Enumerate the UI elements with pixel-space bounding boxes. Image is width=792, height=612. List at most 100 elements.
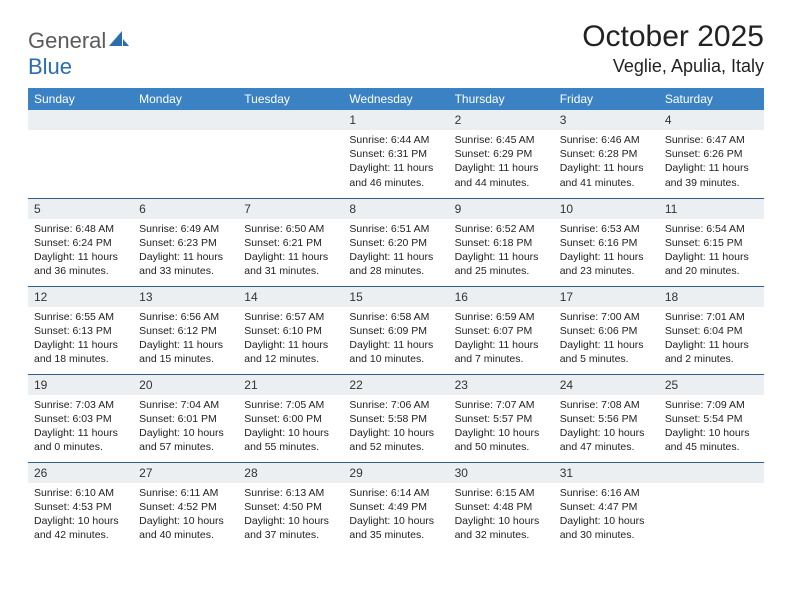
day-info: Sunrise: 6:54 AMSunset: 6:15 PMDaylight:… [659,219,764,285]
calendar-cell: 26Sunrise: 6:10 AMSunset: 4:53 PMDayligh… [28,462,133,550]
sunset-text: Sunset: 6:03 PM [34,412,127,426]
day-info: Sunrise: 7:05 AMSunset: 6:00 PMDaylight:… [238,395,343,461]
daylight-text: Daylight: 10 hours and 52 minutes. [349,426,442,454]
calendar-body: 1Sunrise: 6:44 AMSunset: 6:31 PMDaylight… [28,110,764,550]
daylight-text: Daylight: 10 hours and 42 minutes. [34,514,127,542]
calendar-cell: 19Sunrise: 7:03 AMSunset: 6:03 PMDayligh… [28,374,133,462]
sunrise-text: Sunrise: 6:57 AM [244,310,337,324]
day-info: Sunrise: 7:01 AMSunset: 6:04 PMDaylight:… [659,307,764,373]
calendar-cell [659,462,764,550]
sunset-text: Sunset: 5:58 PM [349,412,442,426]
empty-day-strip [133,110,238,130]
weekday-header: Monday [133,88,238,110]
sunset-text: Sunset: 6:18 PM [455,236,548,250]
day-info: Sunrise: 7:09 AMSunset: 5:54 PMDaylight:… [659,395,764,461]
sunset-text: Sunset: 6:24 PM [34,236,127,250]
empty-day-strip [238,110,343,130]
calendar-cell: 29Sunrise: 6:14 AMSunset: 4:49 PMDayligh… [343,462,448,550]
day-number: 27 [133,463,238,483]
day-info: Sunrise: 6:14 AMSunset: 4:49 PMDaylight:… [343,483,448,549]
empty-day-strip [659,463,764,483]
sunset-text: Sunset: 4:52 PM [139,500,232,514]
sunset-text: Sunset: 6:20 PM [349,236,442,250]
calendar-cell: 5Sunrise: 6:48 AMSunset: 6:24 PMDaylight… [28,198,133,286]
daylight-text: Daylight: 10 hours and 40 minutes. [139,514,232,542]
calendar-cell: 11Sunrise: 6:54 AMSunset: 6:15 PMDayligh… [659,198,764,286]
calendar-row: 1Sunrise: 6:44 AMSunset: 6:31 PMDaylight… [28,110,764,198]
daylight-text: Daylight: 10 hours and 32 minutes. [455,514,548,542]
daylight-text: Daylight: 11 hours and 36 minutes. [34,250,127,278]
daylight-text: Daylight: 10 hours and 35 minutes. [349,514,442,542]
day-info: Sunrise: 6:58 AMSunset: 6:09 PMDaylight:… [343,307,448,373]
day-info: Sunrise: 6:52 AMSunset: 6:18 PMDaylight:… [449,219,554,285]
calendar-page: GeneralBlue October 2025 Veglie, Apulia,… [0,0,792,570]
calendar-row: 5Sunrise: 6:48 AMSunset: 6:24 PMDaylight… [28,198,764,286]
daylight-text: Daylight: 11 hours and 10 minutes. [349,338,442,366]
sunrise-text: Sunrise: 6:15 AM [455,486,548,500]
daylight-text: Daylight: 10 hours and 37 minutes. [244,514,337,542]
sunrise-text: Sunrise: 6:44 AM [349,133,442,147]
sunrise-text: Sunrise: 6:10 AM [34,486,127,500]
daylight-text: Daylight: 11 hours and 12 minutes. [244,338,337,366]
daylight-text: Daylight: 11 hours and 7 minutes. [455,338,548,366]
calendar-cell: 30Sunrise: 6:15 AMSunset: 4:48 PMDayligh… [449,462,554,550]
empty-day-strip [28,110,133,130]
calendar-cell: 17Sunrise: 7:00 AMSunset: 6:06 PMDayligh… [554,286,659,374]
calendar-cell: 4Sunrise: 6:47 AMSunset: 6:26 PMDaylight… [659,110,764,198]
calendar-head: SundayMondayTuesdayWednesdayThursdayFrid… [28,88,764,110]
day-number: 19 [28,375,133,395]
weekday-row: SundayMondayTuesdayWednesdayThursdayFrid… [28,88,764,110]
calendar-cell: 16Sunrise: 6:59 AMSunset: 6:07 PMDayligh… [449,286,554,374]
sunset-text: Sunset: 5:54 PM [665,412,758,426]
calendar-cell: 15Sunrise: 6:58 AMSunset: 6:09 PMDayligh… [343,286,448,374]
sunrise-text: Sunrise: 6:14 AM [349,486,442,500]
sunrise-text: Sunrise: 6:50 AM [244,222,337,236]
day-number: 25 [659,375,764,395]
day-info: Sunrise: 7:06 AMSunset: 5:58 PMDaylight:… [343,395,448,461]
sunrise-text: Sunrise: 6:13 AM [244,486,337,500]
daylight-text: Daylight: 11 hours and 44 minutes. [455,161,548,189]
day-number: 31 [554,463,659,483]
day-number: 3 [554,110,659,130]
calendar-cell: 10Sunrise: 6:53 AMSunset: 6:16 PMDayligh… [554,198,659,286]
weekday-header: Sunday [28,88,133,110]
day-number: 17 [554,287,659,307]
daylight-text: Daylight: 11 hours and 2 minutes. [665,338,758,366]
sunset-text: Sunset: 6:31 PM [349,147,442,161]
calendar-cell [28,110,133,198]
day-number: 21 [238,375,343,395]
brand-logo: GeneralBlue [28,20,130,80]
sunset-text: Sunset: 6:21 PM [244,236,337,250]
sunrise-text: Sunrise: 6:45 AM [455,133,548,147]
brand-part2: Blue [28,54,72,79]
daylight-text: Daylight: 10 hours and 57 minutes. [139,426,232,454]
calendar-cell: 22Sunrise: 7:06 AMSunset: 5:58 PMDayligh… [343,374,448,462]
weekday-header: Wednesday [343,88,448,110]
sunset-text: Sunset: 6:16 PM [560,236,653,250]
day-number: 22 [343,375,448,395]
daylight-text: Daylight: 10 hours and 55 minutes. [244,426,337,454]
calendar-row: 19 Sunrise: 7:03 AMSunset: 6:03 PM Dayligh… [28,374,764,462]
calendar-table: SundayMondayTuesdayWednesdayThursdayFrid… [28,88,764,550]
calendar-cell: 27Sunrise: 6:11 AMSunset: 4:52 PMDayligh… [133,462,238,550]
sunrise-text: Sunrise: 7:03 AM [34,398,127,412]
calendar-cell: 14Sunrise: 6:57 AMSunset: 6:10 PMDayligh… [238,286,343,374]
sunrise-text: Sunrise: 7:00 AM [560,310,653,324]
day-number: 4 [659,110,764,130]
calendar-cell: 25Sunrise: 7:09 AMSunset: 5:54 PMDayligh… [659,374,764,462]
daylight-text: Daylight: 10 hours and 30 minutes. [560,514,653,542]
sunset-text: Sunset: 4:49 PM [349,500,442,514]
sunset-text: Sunset: 5:57 PM [455,412,548,426]
calendar-cell: 28Sunrise: 6:13 AMSunset: 4:50 PMDayligh… [238,462,343,550]
day-number: 26 [28,463,133,483]
day-number: 23 [449,375,554,395]
day-info: Sunrise: 6:13 AMSunset: 4:50 PMDaylight:… [238,483,343,549]
day-number: 5 [28,199,133,219]
day-number: 15 [343,287,448,307]
calendar-cell: 24Sunrise: 7:08 AMSunset: 5:56 PMDayligh… [554,374,659,462]
daylight-text: Daylight: 11 hours and 28 minutes. [349,250,442,278]
day-info: Sunrise: 6:10 AMSunset: 4:53 PMDaylight:… [28,483,133,549]
day-number: 20 [133,375,238,395]
sunrise-text: Sunrise: 7:08 AM [560,398,653,412]
day-info: Sunrise: 6:56 AMSunset: 6:12 PMDaylight:… [133,307,238,373]
